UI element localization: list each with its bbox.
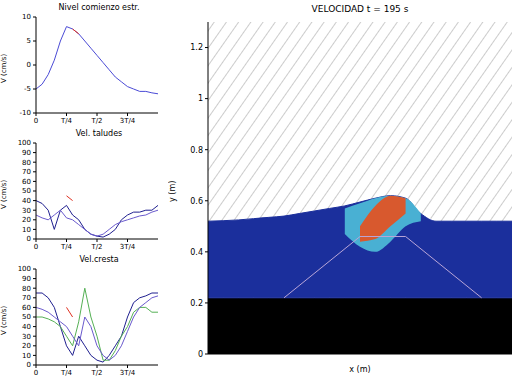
svg-text:60: 60 bbox=[22, 178, 31, 186]
svg-text:90: 90 bbox=[22, 275, 31, 283]
svg-text:100: 100 bbox=[18, 139, 31, 147]
html-text:Vel. taludes: Vel. taludes bbox=[75, 129, 123, 138]
svg-text:V (cm/s): V (cm/s) bbox=[0, 306, 8, 335]
svg-text:40: 40 bbox=[22, 197, 31, 205]
svg-text:0.2: 0.2 bbox=[190, 299, 203, 308]
svg-text:5: 5 bbox=[27, 37, 31, 45]
svg-text:80: 80 bbox=[22, 159, 31, 167]
svg-text:1.2: 1.2 bbox=[190, 43, 203, 52]
html-text:Vel.cresta: Vel.cresta bbox=[79, 255, 119, 264]
svg-text:60: 60 bbox=[22, 304, 31, 312]
svg-text:-10: -10 bbox=[20, 109, 31, 117]
svg-text:0.6: 0.6 bbox=[190, 197, 203, 206]
svg-text:T/2: T/2 bbox=[90, 369, 102, 377]
svg-text:0: 0 bbox=[34, 243, 38, 251]
svg-text:100: 100 bbox=[18, 265, 31, 273]
svg-text:0: 0 bbox=[34, 117, 38, 125]
svg-text:40: 40 bbox=[22, 323, 31, 331]
svg-text:0: 0 bbox=[27, 61, 31, 69]
svg-text:T/4: T/4 bbox=[60, 369, 73, 377]
svg-text:30: 30 bbox=[22, 207, 31, 215]
svg-text:0: 0 bbox=[27, 361, 31, 369]
svg-text:70: 70 bbox=[22, 168, 31, 176]
svg-text:-5: -5 bbox=[24, 85, 31, 93]
svg-text:10: 10 bbox=[22, 13, 31, 21]
svg-text:y (m): y (m) bbox=[168, 181, 177, 202]
svg-text:0.8: 0.8 bbox=[190, 146, 203, 155]
svg-text:0: 0 bbox=[198, 350, 203, 359]
svg-text:10: 10 bbox=[22, 352, 31, 360]
svg-text:T/4: T/4 bbox=[60, 117, 73, 125]
svg-text:0.4: 0.4 bbox=[190, 248, 203, 257]
svg-text:20: 20 bbox=[22, 342, 31, 350]
html-text:Nivel comienzo estr.: Nivel comienzo estr. bbox=[58, 3, 140, 12]
svg-text:80: 80 bbox=[22, 285, 31, 293]
svg-text:3T/4: 3T/4 bbox=[120, 369, 136, 377]
svg-text:90: 90 bbox=[22, 149, 31, 157]
svg-text:T/2: T/2 bbox=[90, 117, 102, 125]
svg-text:50: 50 bbox=[22, 187, 31, 195]
svg-text:30: 30 bbox=[22, 333, 31, 341]
svg-text:T/2: T/2 bbox=[90, 243, 102, 251]
svg-text:V (cm/s): V (cm/s) bbox=[0, 54, 8, 83]
svg-text:50: 50 bbox=[22, 313, 31, 321]
svg-text:70: 70 bbox=[22, 294, 31, 302]
svg-text:0: 0 bbox=[27, 235, 31, 243]
svg-text:T/4: T/4 bbox=[60, 243, 73, 251]
svg-text:1: 1 bbox=[198, 94, 203, 103]
svg-text:3T/4: 3T/4 bbox=[120, 243, 136, 251]
svg-text:20: 20 bbox=[22, 216, 31, 224]
svg-text:V (cm/s): V (cm/s) bbox=[0, 180, 8, 209]
html-text:VELOCIDAD t = 195 s: VELOCIDAD t = 195 s bbox=[311, 4, 409, 14]
svg-text:x (m): x (m) bbox=[349, 365, 370, 374]
svg-text:3T/4: 3T/4 bbox=[120, 117, 136, 125]
svg-text:10: 10 bbox=[22, 226, 31, 234]
svg-text:0: 0 bbox=[34, 369, 38, 377]
